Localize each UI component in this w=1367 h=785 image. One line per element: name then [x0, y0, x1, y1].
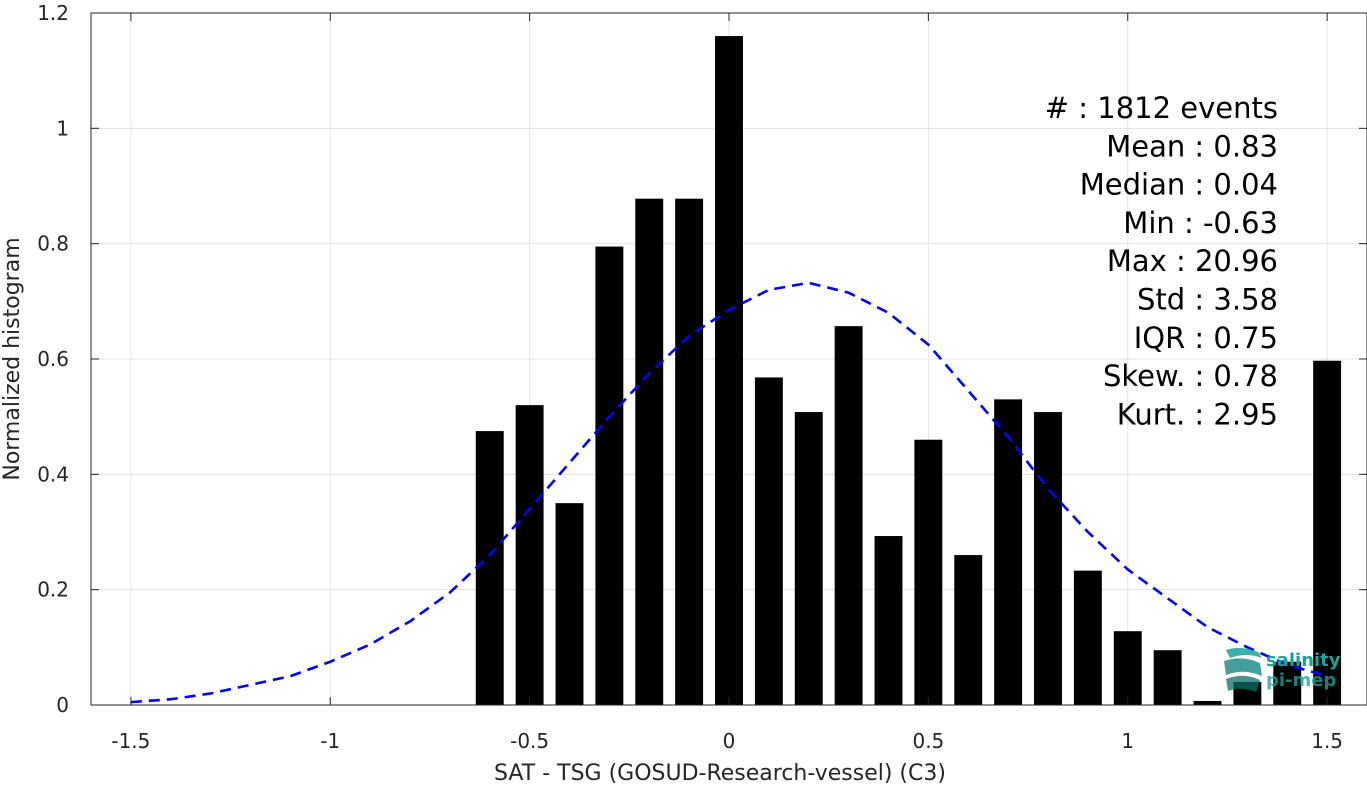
bar-17: [1153, 650, 1182, 705]
stat-line-8: Kurt. : 2.95: [1117, 397, 1278, 431]
logo-text-line2: pi-mep: [1266, 670, 1336, 691]
bar-3: [595, 246, 624, 706]
bar-7: [754, 377, 783, 705]
x-tick-label-1: -1: [320, 729, 340, 753]
bar-16: [1113, 631, 1142, 705]
bar-14: [1034, 412, 1062, 705]
y-tick-label-2: 0.4: [37, 462, 69, 486]
bar-11: [914, 439, 943, 705]
stat-line-0: # : 1812 events: [1045, 91, 1278, 125]
bar-9: [834, 326, 863, 705]
bar-5: [675, 198, 704, 706]
bar-13: [994, 399, 1023, 705]
y-axis-label: Normalized histogram: [0, 237, 25, 480]
logo-wave-icon: [1226, 647, 1262, 658]
x-tick-label-3: 0: [723, 729, 736, 753]
bar-8: [794, 412, 823, 705]
y-tick-label-1: 0.2: [37, 578, 69, 602]
x-tick-label-2: -0.5: [510, 729, 549, 753]
logo-text-line1: salinity: [1266, 650, 1341, 671]
bar-6: [715, 36, 743, 706]
bar-1: [515, 405, 544, 705]
x-tick-label-5: 1: [1121, 729, 1134, 753]
fit-curve: [130, 281, 1328, 704]
y-tick-label-5: 1: [56, 116, 69, 140]
stat-line-5: Std : 3.58: [1137, 283, 1278, 317]
y-tick-label-0: 0: [56, 693, 69, 717]
stat-line-1: Mean : 0.83: [1106, 129, 1278, 163]
x-tick-label-6: 1.5: [1311, 729, 1343, 753]
y-tick-label-6: 1.2: [37, 1, 69, 25]
x-axis-label: SAT - TSG (GOSUD-Research-vessel) (C3): [494, 761, 946, 785]
bar-10: [874, 536, 903, 705]
statistics-box: # : 1812 events Mean : 0.83 Median : 0.04 M…: [1045, 91, 1278, 431]
stat-line-6: IQR : 0.75: [1134, 321, 1278, 355]
bar-4: [635, 198, 664, 706]
bar-0: [475, 431, 504, 705]
y-tick-label-3: 0.6: [37, 347, 69, 371]
bars: [475, 36, 1342, 706]
y-tick-labels: 0 0.2 0.4 0.6 0.8 1 1.2: [37, 1, 69, 717]
bar-2: [555, 503, 584, 705]
x-tick-label-4: 0.5: [912, 729, 944, 753]
stat-line-7: Skew. : 0.78: [1103, 359, 1278, 393]
stat-line-4: Max : 20.96: [1107, 244, 1278, 278]
y-tick-label-4: 0.8: [37, 232, 69, 256]
bar-20: [1273, 661, 1302, 705]
stat-line-3: Min : -0.63: [1123, 206, 1278, 240]
stat-line-2: Median : 0.04: [1080, 168, 1278, 202]
x-tick-labels: -1.5 -1 -0.5 0 0.5 1 1.5: [111, 729, 1343, 753]
bar-12: [954, 555, 983, 705]
bar-18: [1193, 700, 1222, 705]
bar-15: [1073, 570, 1102, 705]
x-tick-label-0: -1.5: [111, 729, 150, 753]
salinity-pimep-logo: salinity pi-mep: [1224, 647, 1341, 692]
bar-21: [1313, 360, 1342, 705]
axis-ticks: [91, 12, 1367, 706]
